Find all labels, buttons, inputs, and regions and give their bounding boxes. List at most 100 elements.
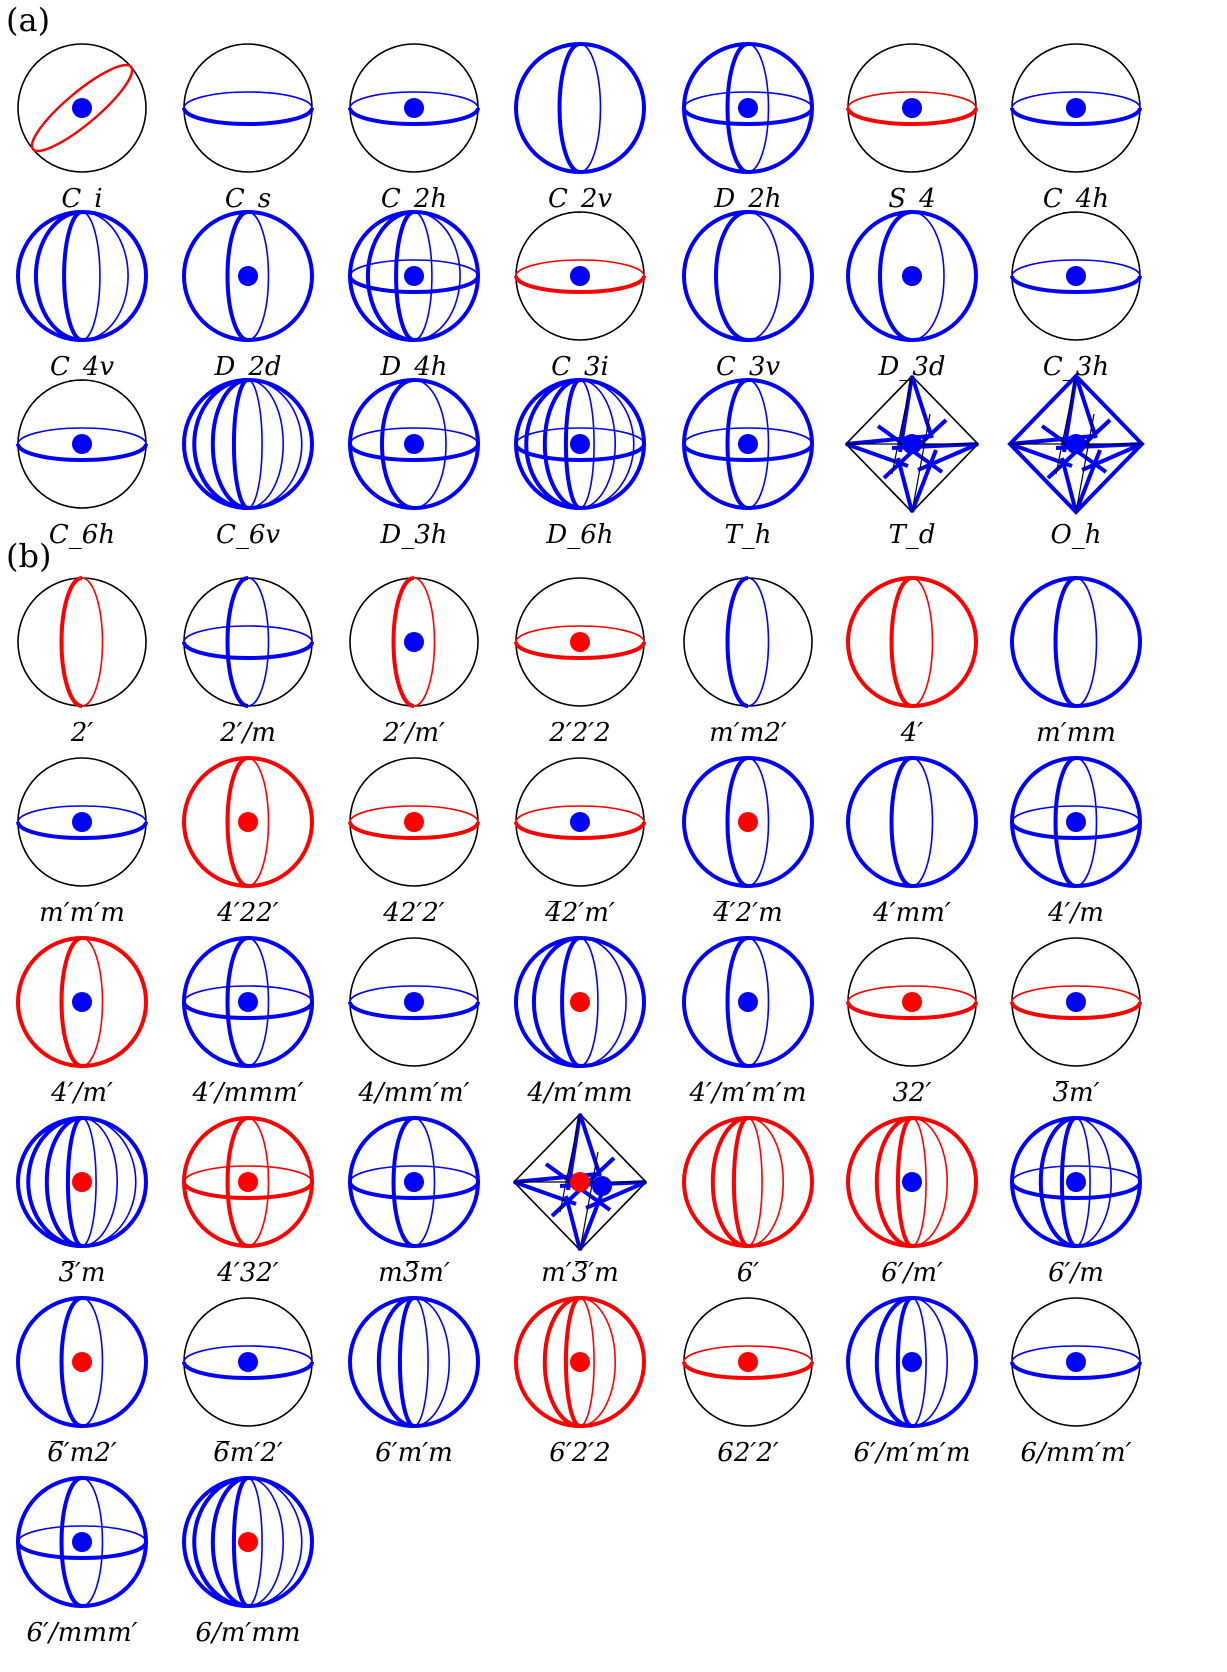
point-group-symbol: C_4h (996, 28, 1156, 215)
rotation-axis-dot (72, 1532, 92, 1552)
meridian-back-arc (579, 1297, 595, 1427)
stereogram (514, 577, 646, 707)
point-group-caption: C_2v (547, 184, 613, 214)
rotation-axis-dot (1066, 98, 1086, 118)
meridian-front-arc (59, 1296, 83, 1428)
equator-back-arc (183, 1345, 313, 1363)
point-group-caption: C_6h (48, 520, 116, 550)
meridian-back-arc (247, 1477, 284, 1607)
stereogram (846, 576, 978, 708)
rotation-axis-dot (570, 1352, 590, 1372)
point-group-caption: D_2d (214, 352, 282, 382)
stereogram (682, 756, 814, 888)
panel-a-label: (a) (6, 1, 51, 39)
equator-back-arc (349, 259, 479, 277)
meridian-front-arc (59, 936, 83, 1068)
equator-back-arc (1011, 259, 1141, 277)
stereogram (16, 379, 148, 509)
point-group-symbol: D_4h (334, 196, 494, 383)
meridian-front-arc (391, 576, 415, 708)
sphere-outline (682, 210, 814, 342)
meridian-back-arc (81, 1477, 104, 1607)
meridian-back-arc (1075, 1117, 1112, 1247)
equator-back-arc (183, 625, 313, 643)
point-group-symbol: 62′2′ (668, 1282, 828, 1469)
point-group-symbol: 3̅′m (2, 1102, 162, 1289)
equator-front-arc (682, 443, 814, 462)
rotation-axis-dot (238, 1532, 258, 1552)
stereogram (16, 210, 148, 342)
point-group-caption: 2′/m′ (383, 718, 445, 748)
rotation-axis-dot (404, 1172, 424, 1192)
equator-front-arc (16, 821, 148, 840)
stereogram (1010, 576, 1142, 708)
meridian-back-arc (579, 937, 599, 1067)
meridian-back-arc (413, 379, 447, 509)
rotation-axis-dot (238, 812, 258, 832)
stereogram (349, 576, 479, 708)
equator-back-arc (349, 91, 479, 109)
meridian-back-arc (747, 1117, 763, 1247)
equator-back-arc (515, 625, 645, 643)
point-group-symbol: C_3h (996, 196, 1156, 383)
point-group-symbol: T_d (832, 364, 992, 551)
point-group-symbol: 6/mm′m′ (996, 1282, 1156, 1469)
point-group-caption: 6′/mmm′ (26, 1618, 138, 1648)
meridian-front-arc (376, 1296, 415, 1428)
equator-front-arc (1010, 821, 1142, 840)
point-group-caption: S_4 (888, 184, 936, 214)
point-group-symbol: C_6v (168, 364, 328, 551)
point-group-symbol: 4′32′ (168, 1102, 328, 1289)
point-group-caption: 6′/m′m′m (853, 1438, 971, 1468)
meridian-front-arc (394, 210, 415, 342)
meridian-back-arc (81, 1117, 118, 1247)
point-group-symbol: 4̅2′m′ (500, 742, 660, 929)
point-group-symbol: 4/m′mm (500, 922, 660, 1109)
stereogram (1010, 43, 1142, 173)
point-group-caption: 4/mm′m′ (358, 1078, 470, 1108)
meridian-front-arc (192, 378, 249, 510)
rotation-axis-dot (404, 98, 424, 118)
stereogram (182, 756, 314, 888)
sphere-outline (683, 577, 813, 707)
rotation-axis-dot (738, 992, 758, 1012)
meridian-back-arc (911, 211, 945, 341)
sphere-outline (1010, 576, 1142, 708)
equator-back-arc (349, 1165, 479, 1183)
point-group-symbol: 6′/mmm′ (2, 1462, 162, 1649)
meridian-front-arc (231, 1476, 249, 1608)
stereogram (182, 936, 314, 1068)
meridian-back-arc (747, 577, 770, 707)
equator-back-arc (349, 427, 479, 445)
point-group-symbol: C_4v (2, 196, 162, 383)
meridian-back-arc (247, 379, 284, 509)
equator-front-arc (514, 821, 646, 840)
point-group-caption: m′m′m (39, 898, 125, 928)
point-group-symbol: C_3v (668, 196, 828, 383)
meridian-front-arc (542, 1296, 581, 1428)
symmetry-plane-line (1009, 442, 1073, 468)
equator-front-arc (846, 1001, 978, 1020)
meridian-back-arc (247, 1477, 303, 1607)
equator-front-arc (514, 641, 646, 660)
point-group-symbol: 2′ (2, 562, 162, 749)
equator-back-arc (515, 259, 645, 277)
point-group-caption: 2′ (70, 718, 94, 748)
equator-front-arc (846, 107, 978, 126)
panel-b-label: (b) (6, 537, 52, 575)
point-group-symbol: S_4 (832, 28, 992, 215)
point-group-caption: D_6h (546, 520, 614, 550)
stereogram (348, 378, 480, 510)
point-group-symbol: 42′2′ (334, 742, 494, 929)
meridian-back-arc (579, 43, 602, 173)
stereogram (514, 757, 646, 887)
meridian-front-arc (542, 378, 581, 510)
point-group-caption: 6′ (736, 1258, 760, 1288)
meridian-front-arc (192, 1476, 249, 1608)
meridian-back-arc (81, 211, 129, 341)
equator-front-arc (1010, 1361, 1142, 1380)
stereogram (514, 42, 646, 174)
equator-back-arc (1011, 1165, 1141, 1183)
point-group-symbol: 4̅′2′m (668, 742, 828, 929)
equator-back-arc (1011, 805, 1141, 823)
